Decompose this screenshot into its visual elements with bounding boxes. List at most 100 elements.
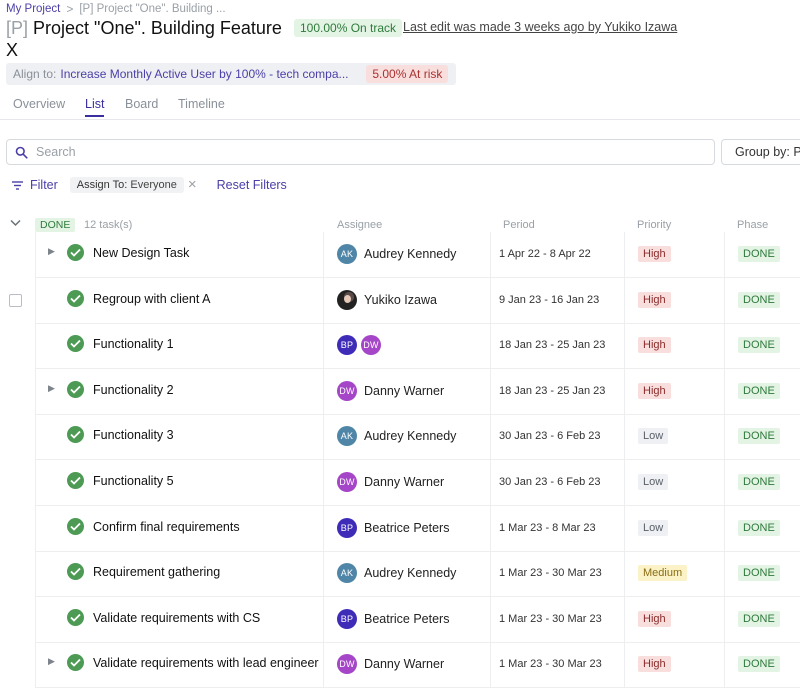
period-cell[interactable]: 9 Jan 23 - 16 Jan 23 [499,293,600,306]
check-circle-icon[interactable] [67,426,84,444]
column-header-phase[interactable]: Phase [737,219,769,231]
expand-caret-icon[interactable]: ▶ [48,656,55,667]
priority-badge[interactable]: High [638,291,671,308]
period-cell[interactable]: 1 Mar 23 - 30 Mar 23 [499,658,602,671]
row-divider [35,322,800,324]
priority-badge[interactable]: Medium [638,565,688,582]
phase-badge[interactable]: DONE [738,565,780,582]
table-row[interactable]: ▶ New Design Task AK Audrey Kennedy 1 Apr 22… [0,232,800,278]
table-row[interactable]: Regroup with client A Yukiko Izawa 9 Jan 2… [0,277,800,324]
period-cell[interactable]: 1 Mar 23 - 8 Mar 23 [499,521,596,534]
check-circle-icon[interactable] [67,472,84,489]
expand-caret-icon[interactable]: ▶ [48,246,55,256]
priority-badge[interactable]: High [638,656,671,673]
phase-badge[interactable]: DONE [738,519,780,536]
check-circle-icon[interactable] [67,289,84,307]
avatar: BP [337,335,357,356]
aligned-objective-link[interactable]: Increase Monthly Active User by 100% - t… [60,67,349,81]
period-cell[interactable]: 1 Mar 23 - 30 Mar 23 [499,612,602,625]
last-edit-link[interactable]: Last edit was made 3 weeks ago by Yukiko… [403,20,678,34]
assignee-cell[interactable]: AK Audrey Kennedy [337,244,456,264]
period-cell[interactable]: 1 Apr 22 - 8 Apr 22 [499,248,591,260]
group-by-select[interactable]: Group by: P [721,139,800,165]
task-name[interactable]: Confirm final requirements [93,519,240,534]
check-circle-icon[interactable] [67,244,84,261]
phase-badge[interactable]: DONE [738,246,780,262]
column-divider [724,232,725,278]
assignee-cell[interactable]: Yukiko Izawa [337,289,437,310]
phase-badge[interactable]: DONE [738,428,780,445]
priority-badge[interactable]: High [638,382,671,399]
close-icon[interactable]: × [187,176,197,193]
task-name[interactable]: Functionality 1 [93,337,174,352]
priority-badge[interactable]: Low [638,428,669,445]
tab-timeline[interactable]: Timeline [178,97,225,111]
assignee-cell[interactable]: DW Danny Warner [337,380,444,401]
check-circle-icon[interactable] [67,654,84,672]
priority-badge[interactable]: Low [638,519,669,536]
table-row[interactable]: ▶ Validate requirements with lead enginee… [0,642,800,689]
task-name[interactable]: Functionality 2 [93,382,174,397]
check-circle-icon[interactable] [67,380,84,398]
table-row[interactable]: Confirm final requirements BP Beatrice Pet… [0,505,800,552]
priority-badge[interactable]: High [638,610,671,627]
assignee-cell[interactable]: AK Audrey Kennedy [337,426,456,447]
column-header-period[interactable]: Period [503,219,535,231]
check-circle-icon[interactable] [67,517,84,535]
check-circle-icon[interactable] [67,335,84,353]
breadcrumb-root-link[interactable]: My Project [6,3,61,15]
column-divider [724,596,725,643]
task-name[interactable]: Functionality 5 [93,474,174,488]
filter-label: Filter [30,178,58,192]
period-cell[interactable]: 1 Mar 23 - 30 Mar 23 [499,567,602,580]
search-input[interactable] [36,145,676,159]
expand-caret-icon[interactable]: ▶ [48,382,55,393]
assignee-cell[interactable]: DW Danny Warner [337,472,444,492]
period-cell[interactable]: 18 Jan 23 - 25 Jan 23 [499,384,606,397]
check-circle-icon[interactable] [67,608,84,626]
phase-badge[interactable]: DONE [738,291,780,308]
column-header-priority[interactable]: Priority [637,219,672,231]
task-name[interactable]: Requirement gathering [93,565,221,580]
phase-badge[interactable]: DONE [738,382,780,399]
table-row[interactable]: Requirement gathering AK Audrey Kennedy 1 M… [0,551,800,598]
table-row[interactable]: ▶ Functionality 2 DW Danny Warner 18 Jan 23 … [0,368,800,415]
period-cell[interactable]: 18 Jan 23 - 25 Jan 23 [499,339,606,352]
phase-badge[interactable]: DONE [738,474,780,490]
column-divider [323,642,324,689]
table-row[interactable]: Functionality 3 AK Audrey Kennedy 30 Jan 23… [0,414,800,461]
chevron-down-icon[interactable] [10,218,21,230]
task-name[interactable]: Validate requirements with CS [93,610,261,625]
priority-badge[interactable]: Low [638,474,669,490]
check-circle-icon[interactable] [67,563,84,581]
task-name[interactable]: New Design Task [93,246,190,260]
phase-badge[interactable]: DONE [738,337,780,354]
assign-filter-chip[interactable]: Assign To: Everyone [69,177,184,193]
assignee-cell[interactable]: BP Beatrice Peters [337,608,449,629]
table-row[interactable]: Functionality 5 DW Danny Warner 30 Jan 23 -… [0,460,800,506]
table-row[interactable]: Functionality 1 BP DW 18 Jan 23 - 25 Jan 23… [0,323,800,370]
tab-overview[interactable]: Overview [13,97,66,111]
priority-badge[interactable]: High [638,246,671,262]
task-name[interactable]: Functionality 3 [93,428,174,443]
task-name[interactable]: Regroup with client A [93,291,211,306]
period-cell[interactable]: 30 Jan 23 - 6 Feb 23 [499,430,601,443]
task-name[interactable]: Validate requirements with lead engineer [93,656,319,671]
assignee-cell[interactable]: DW Danny Warner [337,654,444,675]
filter-icon [12,180,23,190]
tab-list[interactable]: List [85,97,105,117]
phase-badge[interactable]: DONE [738,656,780,673]
reset-filters-button[interactable]: Reset Filters [216,178,287,192]
assignee-cell[interactable]: AK Audrey Kennedy [337,563,456,584]
assignee-cell[interactable]: BP Beatrice Peters [337,517,449,538]
column-divider [724,642,725,689]
priority-badge[interactable]: High [638,337,671,354]
phase-badge[interactable]: DONE [738,610,780,627]
assignee-cell[interactable]: BP DW [337,335,385,356]
table-row[interactable]: Validate requirements with CS BP Beatrice … [0,596,800,643]
filter-button[interactable]: Filter [12,178,58,192]
tab-board[interactable]: Board [125,97,159,111]
column-header-assignee[interactable]: Assignee [337,219,383,231]
period-cell[interactable]: 30 Jan 23 - 6 Feb 23 [499,476,601,488]
row-select-checkbox[interactable] [9,293,22,307]
